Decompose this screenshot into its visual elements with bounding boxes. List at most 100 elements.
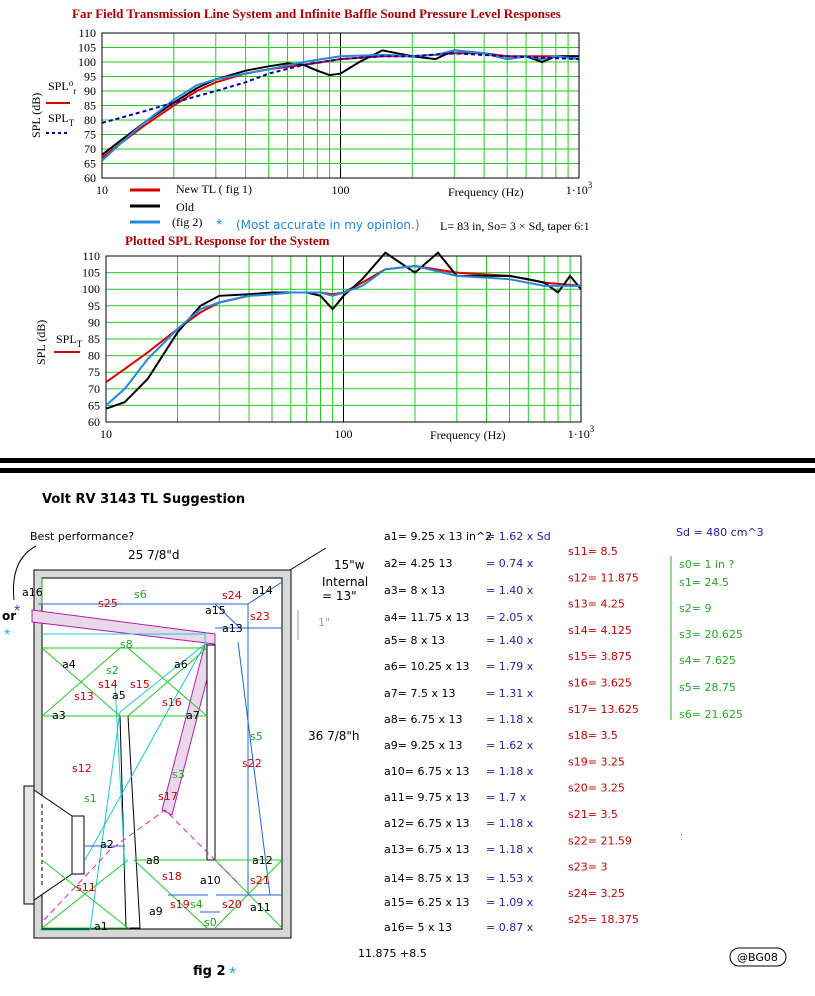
y-tick-label: 75 bbox=[88, 365, 100, 379]
s22-blue bbox=[237, 641, 271, 896]
chart-2-title: Plotted SPL Response for the System bbox=[125, 233, 330, 248]
chart-2-series bbox=[105, 251, 582, 410]
y-tick-label: 95 bbox=[88, 299, 100, 313]
area-label-a4: a4 bbox=[62, 658, 76, 671]
area-ratio-15: = 1.09 x bbox=[486, 896, 534, 909]
s-green-value-6: s6= 21.625 bbox=[679, 708, 743, 721]
segment-label-s1: s1 bbox=[84, 792, 97, 805]
area-label-a16: a16 bbox=[22, 586, 43, 599]
area-expr-5: a5= 8 x 13 bbox=[384, 634, 445, 647]
separator-bar-bottom bbox=[0, 468, 815, 473]
segment-label-s0: s0 bbox=[204, 916, 217, 929]
area-ratio-14: = 1.53 x bbox=[486, 872, 534, 885]
chart-2: Plotted SPL Response for the System 60 65… bbox=[34, 233, 595, 442]
area-expr-3: a3= 8 x 13 bbox=[384, 584, 445, 597]
separator-bar-top bbox=[0, 458, 815, 463]
x-tick-label: 10 bbox=[100, 427, 112, 441]
segment-label-s2: s2 bbox=[106, 664, 119, 677]
y-tick-label: 90 bbox=[88, 315, 100, 329]
segment-label-s12: s12 bbox=[72, 762, 92, 775]
s2-cyan bbox=[114, 683, 126, 871]
segment-label-s8: s8 bbox=[120, 638, 133, 651]
s-red-value-9: s20= 3.25 bbox=[568, 782, 625, 795]
internal-label-1: Internal bbox=[322, 575, 368, 589]
s-red-value-0: s11= 8.5 bbox=[568, 545, 618, 558]
one-inch-label: 1" bbox=[318, 616, 330, 629]
s-red-value-11: s22= 21.59 bbox=[568, 834, 632, 847]
width-label: 15"w bbox=[334, 558, 365, 572]
segment-label-s5: s5 bbox=[250, 730, 263, 743]
area-expr-9: a9= 9.25 x 13 bbox=[384, 739, 462, 752]
segment-label-s20: s20 bbox=[222, 898, 242, 911]
area-expr-12: a12= 6.75 x 13 bbox=[384, 817, 469, 830]
bottom-sum: 11.875 +8.5 bbox=[358, 947, 427, 960]
series-line-1 bbox=[105, 251, 582, 410]
a14-diag bbox=[247, 581, 283, 605]
segment-label-s18: s18 bbox=[162, 870, 182, 883]
right-inner-panel bbox=[206, 644, 216, 861]
chart-1-spl-or-label: SPLor bbox=[48, 78, 76, 96]
y-tick-label: 65 bbox=[84, 157, 96, 171]
fig-asterisk: * bbox=[229, 964, 236, 984]
s-green-value-5: s5= 28.75 bbox=[679, 681, 736, 694]
area-label-a13: a13 bbox=[222, 622, 243, 635]
segment-label-s6: s6 bbox=[134, 588, 147, 601]
area-label-a2: a2 bbox=[100, 838, 114, 851]
best-performance-pointer bbox=[12, 545, 37, 601]
y-tick-label: 60 bbox=[84, 171, 96, 185]
y-tick-label: 80 bbox=[88, 349, 100, 363]
area-expr-4: a4= 11.75 x 13 bbox=[384, 611, 469, 624]
a8-diag bbox=[133, 859, 208, 929]
or-asterisk-cyan: * bbox=[4, 627, 10, 644]
chart-1: Far Field Transmission Line System and I… bbox=[29, 6, 593, 234]
s-length-column-red: s11= 8.5 s12= 11.875 s13= 4.25 s14= 4.125 s1… bbox=[568, 545, 639, 926]
s-red-value-10: s21= 3.5 bbox=[568, 808, 618, 821]
best-performance-label: Best performance? bbox=[30, 530, 134, 543]
area-expr-8: a8= 6.75 x 13 bbox=[384, 713, 462, 726]
legend-label-old: Old bbox=[176, 200, 194, 214]
y-tick-label: 90 bbox=[84, 84, 96, 98]
chart-2-x-label: Frequency (Hz) bbox=[430, 428, 506, 442]
area-ratio-table: a1= 9.25 x 13 in^2= 1.62 x Sd a2= 4.25 13… bbox=[384, 530, 551, 934]
area-ratio-8: = 1.18 x bbox=[486, 713, 534, 726]
a4-diag-2 bbox=[41, 647, 121, 717]
segment-label-s13: s13 bbox=[74, 690, 94, 703]
chart-1-y-label: SPL (dB) bbox=[29, 93, 43, 138]
legend-asterisk: * bbox=[216, 217, 222, 234]
area-expr-10: a10= 6.75 x 13 bbox=[384, 765, 469, 778]
area-expr-16: a16= 5 x 13 bbox=[384, 921, 452, 934]
s-red-value-8: s19= 3.25 bbox=[568, 755, 625, 768]
y-tick-label: 85 bbox=[88, 332, 100, 346]
y-tick-label: 65 bbox=[88, 398, 100, 412]
area-label-a9: a9 bbox=[149, 905, 163, 918]
diagram-labels: a1 a2 a3 a4 a5 a6 a7 a8 a9 a10 a11 a12 a13 a14 a15 a16 s… bbox=[22, 584, 273, 933]
s-red-value-14: s25= 18.375 bbox=[568, 913, 639, 926]
left-inner-panel bbox=[42, 640, 43, 790]
area-label-a10: a10 bbox=[200, 874, 221, 887]
area-ratio-3: = 1.40 x bbox=[486, 584, 534, 597]
chart-2-x-ticks: 10 100 1·103 bbox=[100, 424, 595, 441]
segment-label-s23: s23 bbox=[250, 610, 270, 623]
area-label-a3: a3 bbox=[52, 709, 66, 722]
s-green-value-3: s3= 20.625 bbox=[679, 628, 743, 641]
y-tick-label: 95 bbox=[84, 70, 96, 84]
area-ratio-11: = 1.7 x bbox=[486, 791, 527, 804]
legend-label-new-tl: New TL ( fig 1) bbox=[176, 182, 252, 196]
area-expr-6: a6= 10.25 x 13 bbox=[384, 660, 469, 673]
area-ratio-6: = 1.79 x bbox=[486, 660, 534, 673]
s-green-value-2: s2= 9 bbox=[679, 602, 711, 615]
chart-2-y-label: SPL (dB) bbox=[34, 320, 48, 365]
segment-label-s17: s17 bbox=[158, 790, 178, 803]
x-tick-label: 1·103 bbox=[566, 180, 593, 197]
segment-label-s15: s15 bbox=[130, 678, 150, 691]
area-ratio-13: = 1.18 x bbox=[486, 843, 534, 856]
area-ratio-2: = 0.74 x bbox=[486, 557, 534, 570]
legend-label-fig2: (fig 2) bbox=[172, 215, 202, 229]
a1-diag-2 bbox=[41, 859, 129, 929]
segment-label-s11: s11 bbox=[76, 881, 96, 894]
sd-label: Sd = 480 cm^3 bbox=[676, 526, 764, 539]
segment-label-s14: s14 bbox=[98, 678, 118, 691]
area-expr-11: a11= 9.75 x 13 bbox=[384, 791, 469, 804]
